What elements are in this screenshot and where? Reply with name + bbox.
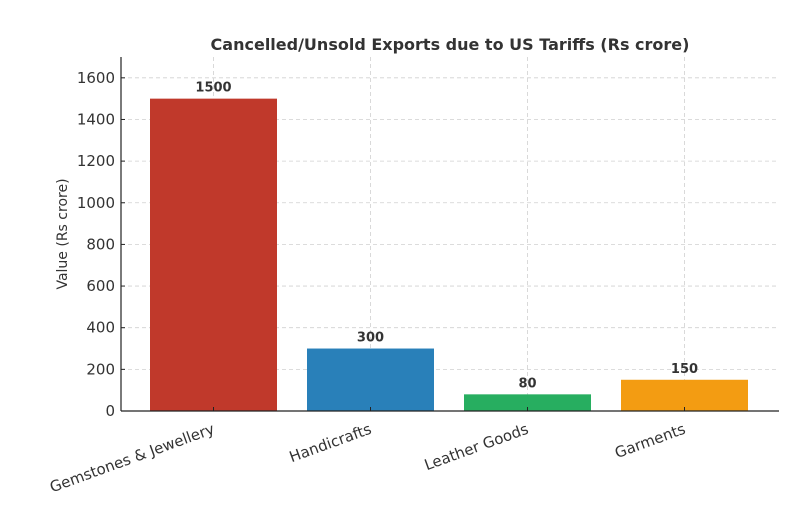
y-tick-label: 1400 [77,110,115,128]
data-label: 1500 [195,81,231,96]
bar-2 [464,394,591,411]
bar-0 [150,98,277,411]
grid [121,57,779,412]
x-tick-label: Gemstones & Jewellery [47,420,217,496]
bars: 1500 300 80 150 [150,81,748,411]
y-tick-label: 1600 [77,69,115,87]
x-tick-label: Garments [612,420,688,462]
y-tick-label: 1000 [77,194,115,212]
y-tick-label: 800 [86,235,115,253]
y-axis-label: Value (Rs crore) [55,178,71,289]
data-label: 150 [671,362,698,377]
y-tick-label: 200 [86,360,115,378]
y-tick-label: 0 [105,402,115,420]
x-tick-label: Handicrafts [287,420,374,466]
bar-3 [621,379,748,411]
data-label: 300 [357,331,384,346]
y-tick-label: 400 [86,319,115,337]
chart-title: Cancelled/Unsold Exports due to US Tarif… [211,35,690,54]
y-tick-label: 1200 [77,152,115,170]
x-tick-label: Leather Goods [422,420,531,474]
y-tick-label: 600 [86,277,115,295]
data-label: 80 [518,376,536,391]
bar-1 [307,348,434,411]
